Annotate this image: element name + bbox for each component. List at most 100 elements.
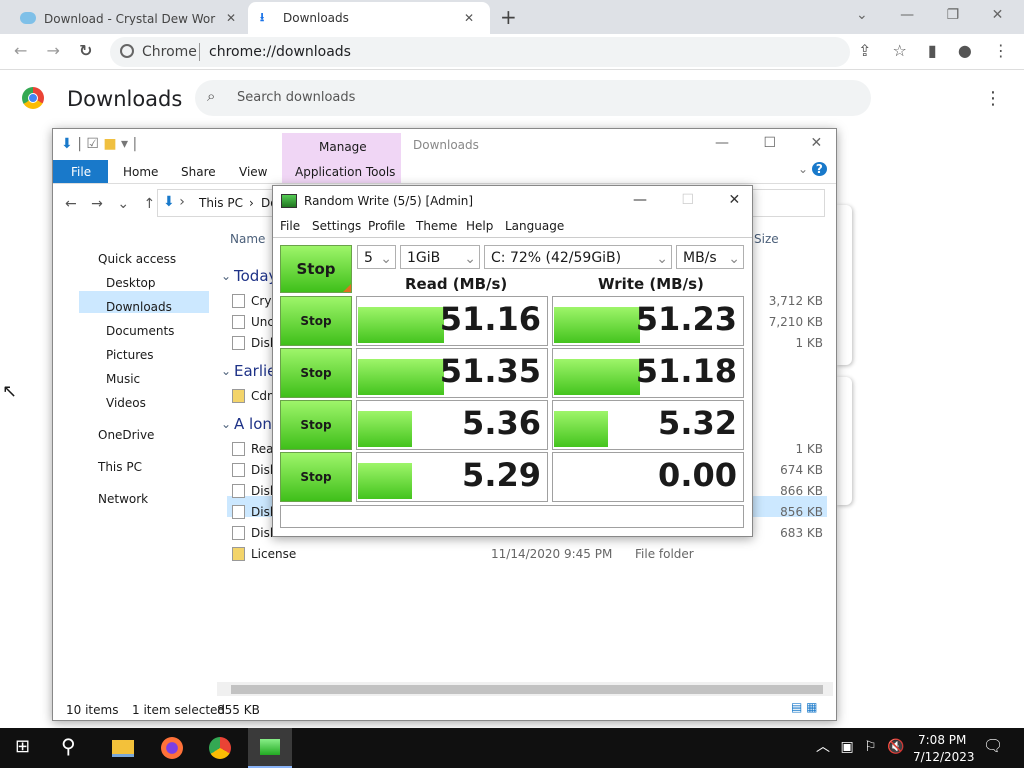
menu[interactable]: ⋮ [984,88,1002,109]
file-icon [232,463,245,477]
comment-box[interactable] [280,505,744,528]
nav-item[interactable]: Documents [106,324,175,338]
file-name[interactable]: Disk [251,484,277,498]
tab[interactable]: Download - Crystal Dew World [e ✕ [8,4,246,34]
read-box: 51.35 [356,348,548,398]
scroll-thumb [231,685,823,694]
file-name[interactable]: Disk [251,463,277,477]
window-controls[interactable]: ⌄ — ❐ ✕ [856,7,1004,23]
read-box: 5.36 [356,400,548,450]
app-firefox[interactable] [161,737,183,759]
menu-item[interactable]: Settings [312,219,362,233]
group-toggle: ⌄ [221,417,232,431]
app-explorer[interactable] [112,740,134,757]
tab-active[interactable]: ⭳ Downloads ✕ [248,2,490,34]
corner [343,284,351,292]
nav-item[interactable]: Downloads [106,300,172,314]
start[interactable]: ⊞ [15,736,31,757]
cdm-icon [281,194,297,208]
menu-item[interactable]: Theme [416,219,458,233]
toolbar-icons[interactable]: ⇪ ☆ ▮ ● ⋮ [858,41,1009,60]
write-value: 51.23 [635,300,737,338]
qat[interactable]: ⬇ | ☑ ■ ▾ | [61,136,138,152]
nav-item[interactable]: Quick access [98,252,177,266]
select-value: C: 72% (42/59GiB) [491,250,622,266]
tab-icon: ⭳ [260,10,265,24]
window-controls[interactable]: — ☐ ✕ [633,192,741,208]
window-controls[interactable]: — ☐ ✕ [715,135,823,151]
file-name[interactable]: Disk [251,526,277,540]
tab-close[interactable]: ✕ [226,11,237,25]
nav-item[interactable]: Desktop [106,276,156,290]
path-item[interactable]: This PC [199,196,243,210]
menu-item[interactable]: Help [466,219,494,233]
nav-item[interactable]: This PC [98,460,142,474]
stop-button[interactable]: Stop [280,296,352,346]
column-header[interactable]: Size [754,232,779,246]
column-header[interactable]: Name [230,232,266,246]
select-value: 1GiB [407,250,441,266]
file-size: 3,712 KB [768,294,823,308]
new-tab[interactable]: + [500,5,517,29]
file-icon [232,547,245,561]
path-sep: › [249,196,254,210]
ribbon-tab[interactable]: View [239,165,268,179]
count-select[interactable]: 5 ⌄ [357,245,396,269]
context-tab [282,133,401,183]
search-box[interactable]: ⌕ Search downloads [195,80,871,116]
page-title: Downloads [67,87,183,111]
tab-close[interactable]: ✕ [464,11,475,25]
nav-item[interactable]: OneDrive [98,428,155,442]
menu-item[interactable]: File [280,219,301,233]
nav-item[interactable]: Pictures [106,348,154,362]
group-header[interactable]: A long [234,415,282,433]
nav-buttons[interactable]: ← → ↻ [14,41,93,60]
omnibox[interactable]: Chrome chrome://downloads [110,37,850,67]
clock-time: 7:08 PM [918,733,967,747]
file-date: 11/14/2020 9:45 PM [491,547,613,561]
view-buttons[interactable]: ▤ ▦ [791,700,818,714]
start-all[interactable]: Stop [280,245,352,293]
stop-button[interactable]: Stop [280,400,352,450]
file-name[interactable]: Disk [251,336,277,350]
tray-icons[interactable]: ︿ ▣ ⚐ 🔇 [816,739,905,755]
notifications[interactable]: 🗨 [983,736,1004,755]
selected-nav [79,291,209,313]
app-cdm[interactable] [248,728,292,768]
read-bar [358,411,412,447]
search[interactable]: ⚲ [61,734,76,758]
button-label: Stop [300,314,332,328]
app-chrome[interactable] [209,737,231,759]
nav-arrows[interactable]: ← → ⌄ ↑ [65,196,156,212]
file-name[interactable]: Disk [251,505,277,519]
nav-item[interactable]: Videos [106,396,146,410]
taskbar: ⊞ ⚲ ︿ ▣ ⚐ 🔇 7:08 PM 7/12/2023 🗨 [0,728,1024,768]
scrollbar[interactable] [217,682,833,696]
ribbon-tab[interactable]: Application Tools [295,165,396,179]
file-tab[interactable] [53,160,108,183]
status-items: 10 items [66,703,119,717]
group-header[interactable]: Today [234,267,278,285]
menu-item[interactable]: Language [505,219,565,233]
site-icon [120,44,134,58]
write-value: 51.18 [635,352,737,390]
file-name[interactable]: License [251,547,297,561]
file-icon [232,294,245,308]
stop-button[interactable]: Stop [280,452,352,502]
menu-item[interactable]: Profile [368,219,406,233]
nav-item[interactable]: Network [98,492,149,506]
file-name[interactable]: Cdm [251,389,279,403]
ribbon-tab[interactable]: Share [181,165,216,179]
unit-select[interactable]: MB/s ⌄ [676,245,744,269]
file-name[interactable]: Unc [251,315,274,329]
help[interactable]: ⌄ ? [798,162,827,176]
drive-select[interactable]: C: 72% (42/59GiB) ⌄ [484,245,672,269]
stop-button[interactable]: Stop [280,348,352,398]
toolbar: ← → ↻ Chrome chrome://downloads ⇪ ☆ ▮ ● … [0,34,1024,70]
group-header[interactable]: Earlie [234,362,277,380]
ribbon-tab[interactable]: Home [123,165,159,179]
nav-item[interactable]: Music [106,372,141,386]
select-value: 5 [364,250,373,266]
size-select[interactable]: 1GiB ⌄ [400,245,480,269]
file-name[interactable]: Crys [251,294,278,308]
